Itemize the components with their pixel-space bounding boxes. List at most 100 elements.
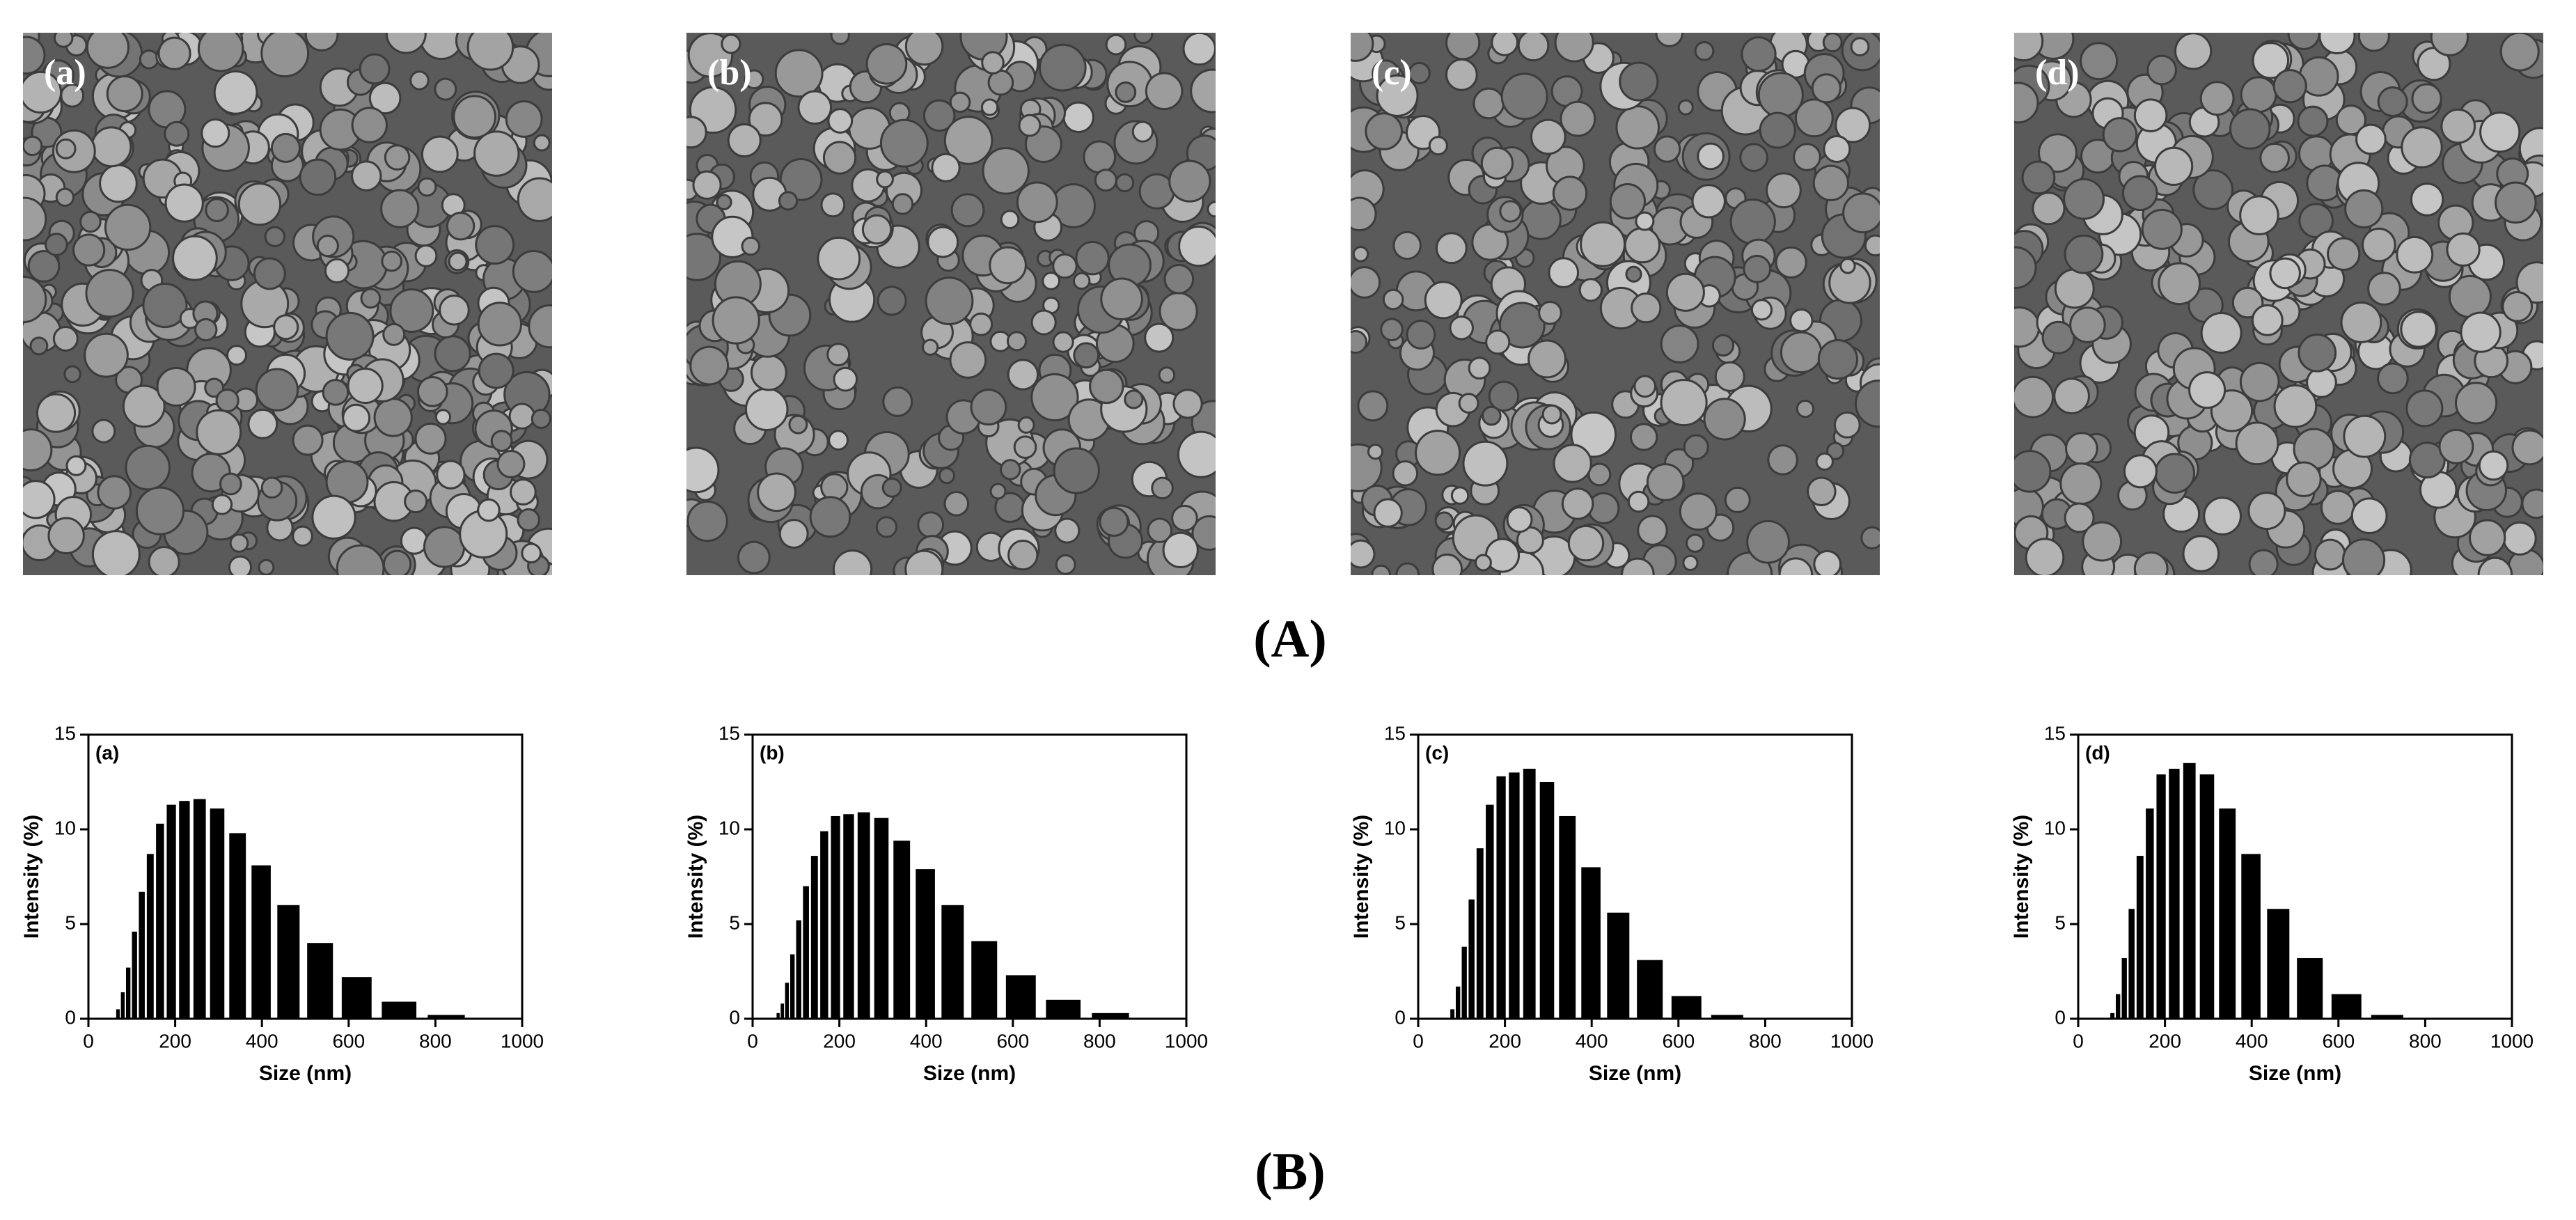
x-tick-label: 600 [996, 1030, 1029, 1051]
particle [1115, 81, 1137, 103]
particle [1587, 462, 1612, 487]
particle [336, 544, 385, 575]
bar [2169, 768, 2180, 1019]
particle [1621, 557, 1655, 575]
particle [1062, 101, 1094, 134]
particle [521, 542, 542, 564]
particle [1635, 211, 1655, 231]
particle [817, 236, 861, 281]
particle [2192, 169, 2234, 210]
particle [922, 338, 939, 356]
particle [741, 236, 761, 256]
bar [2199, 774, 2215, 1019]
particle [477, 498, 501, 522]
bar [2267, 909, 2290, 1019]
particle [2102, 117, 2138, 152]
particle [211, 494, 233, 515]
particle [1042, 272, 1061, 290]
bar [2128, 909, 2135, 1019]
particle [311, 494, 356, 540]
particle [2350, 497, 2388, 535]
sem-content [23, 33, 552, 575]
particle [385, 33, 427, 54]
particle [1660, 379, 1708, 427]
bar [1539, 782, 1555, 1019]
particle [264, 226, 286, 248]
particle [1105, 33, 1127, 56]
particle [1414, 430, 1461, 476]
particle [2014, 246, 2037, 289]
particle [215, 388, 239, 413]
particle [1743, 254, 1772, 283]
particle [2121, 175, 2158, 212]
particle [882, 386, 913, 417]
particle [2396, 235, 2434, 274]
particle [1498, 302, 1546, 349]
particle [1052, 253, 1078, 279]
bar [1509, 772, 1520, 1019]
x-tick-label: 400 [910, 1030, 943, 1051]
y-tick-label: 5 [2055, 912, 2066, 933]
bar [2219, 808, 2236, 1019]
x-axis-label: Size (nm) [923, 1062, 1016, 1085]
x-tick-label: 600 [2322, 1030, 2355, 1051]
particle [1724, 486, 1751, 513]
part-label: (A) [1253, 609, 1327, 668]
particle [949, 341, 987, 379]
particle [416, 376, 448, 407]
particle [1072, 272, 1091, 290]
particle [1016, 181, 1058, 224]
particle [292, 424, 324, 456]
particle [414, 422, 447, 455]
x-tick-label: 200 [2149, 1030, 2181, 1051]
particle [875, 516, 898, 538]
bar [1496, 776, 1506, 1019]
bar [193, 799, 206, 1019]
y-tick-label: 15 [54, 722, 76, 744]
bar [874, 818, 889, 1019]
particle [2080, 42, 2119, 81]
particle [1864, 234, 1880, 257]
particle [2341, 538, 2386, 575]
particle [1679, 492, 1718, 531]
particle [2059, 462, 2103, 506]
particle [2014, 375, 2055, 419]
particle [528, 304, 552, 349]
particle [1475, 554, 1492, 572]
particle [1609, 182, 1647, 220]
particle [1431, 553, 1463, 575]
particle [2133, 98, 2168, 132]
particle [201, 118, 230, 148]
particle [1823, 135, 1851, 164]
particle [1541, 404, 1562, 425]
particle [1144, 322, 1175, 353]
bar [785, 983, 790, 1019]
particle [423, 526, 466, 568]
particle [757, 472, 796, 513]
particle [881, 477, 902, 498]
x-tick-label: 0 [747, 1030, 758, 1051]
y-axis-label: Intensity (%) [1350, 815, 1373, 939]
particle [2158, 262, 2201, 306]
particle [79, 210, 102, 233]
particle [1517, 33, 1550, 62]
particle [414, 244, 438, 267]
particle [1351, 329, 1368, 354]
particle [2032, 191, 2066, 226]
particle [778, 519, 809, 549]
particle [142, 283, 188, 329]
particle [2502, 521, 2537, 556]
particle [1766, 172, 1802, 209]
particle [86, 33, 129, 69]
particle [1481, 405, 1502, 426]
particle [258, 558, 275, 575]
particle [382, 322, 406, 346]
particle [2063, 178, 2105, 220]
particle [943, 491, 970, 517]
particle [2314, 538, 2346, 571]
particle [1177, 430, 1216, 478]
particle [1854, 380, 1880, 428]
particle [1739, 143, 1768, 172]
particle [1351, 539, 1376, 569]
particle [125, 444, 171, 491]
